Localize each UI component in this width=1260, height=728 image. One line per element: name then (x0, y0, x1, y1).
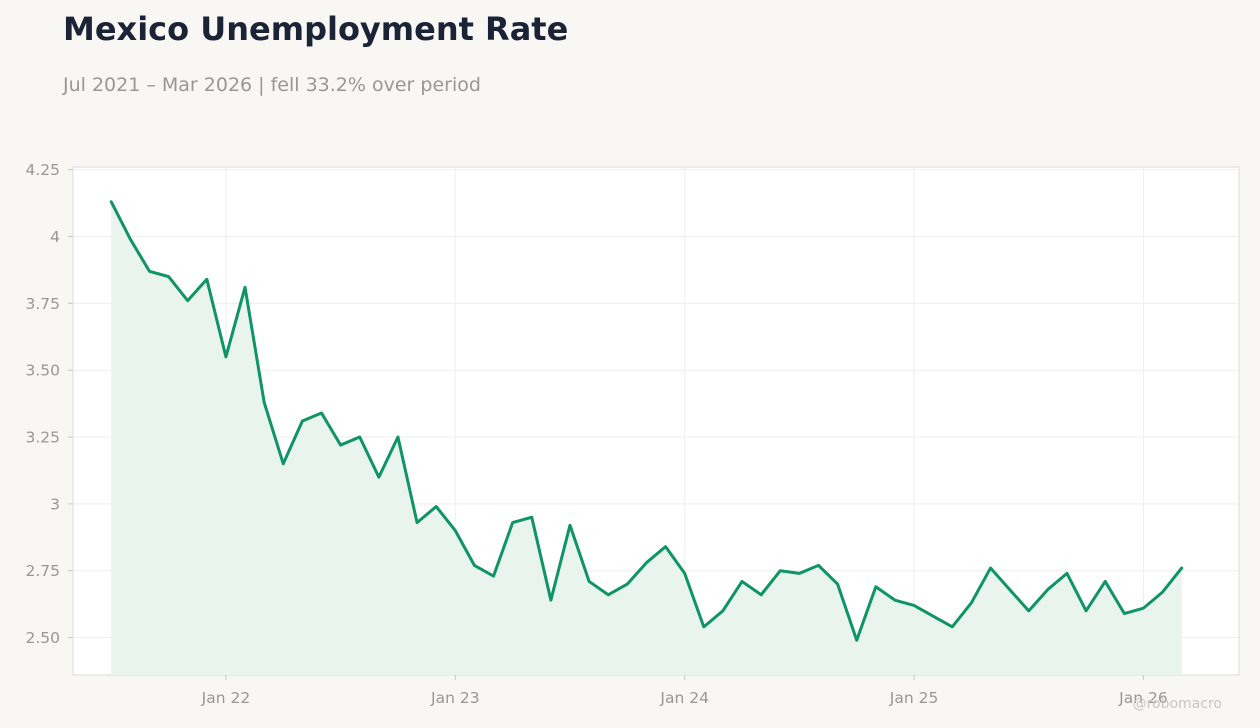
y-axis: 2.50 2.75 3 3.25 3.50 3.75 4 4.25 (25, 161, 73, 647)
x-tick-label: Jan 25 (889, 689, 939, 707)
y-tick-label: 3.75 (25, 295, 60, 313)
chart-title: Mexico Unemployment Rate (63, 10, 569, 48)
x-axis: Jan 22 Jan 23 Jan 24 Jan 25 Jan 26 (201, 675, 1168, 707)
x-tick-label: Jan 26 (1118, 689, 1168, 707)
y-tick-label: 4 (50, 228, 60, 246)
series-line (109, 200, 1184, 642)
y-tick-label: 3.50 (25, 362, 60, 380)
y-tick-label: 2.75 (25, 562, 60, 580)
y-tick-label: 3 (50, 495, 60, 513)
x-tick-label: Jan 22 (201, 689, 251, 707)
series-area-fill (111, 201, 1182, 675)
y-tick-label: 2.50 (25, 629, 60, 647)
watermark: @robomacro (1132, 696, 1222, 712)
y-tick-label: 3.25 (25, 429, 60, 447)
x-tick-label: Jan 23 (430, 689, 480, 707)
y-tick-label: 4.25 (25, 161, 60, 179)
chart-subtitle: Jul 2021 – Mar 2026 | fell 33.2% over pe… (63, 74, 481, 96)
x-tick-label: Jan 24 (659, 689, 709, 707)
